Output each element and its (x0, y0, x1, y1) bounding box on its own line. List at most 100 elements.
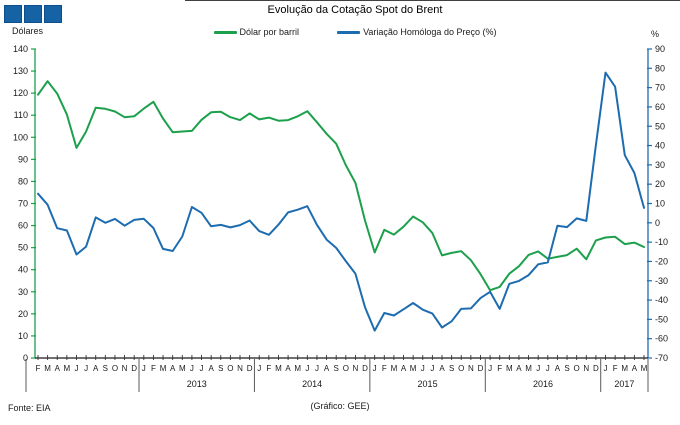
svg-text:M: M (525, 364, 532, 373)
svg-text:140: 140 (13, 44, 28, 54)
legend-line-blue-icon (337, 30, 361, 34)
svg-text:J: J (257, 364, 261, 373)
svg-text:80: 80 (18, 176, 28, 186)
svg-text:30: 30 (18, 287, 28, 297)
svg-text:A: A (208, 364, 214, 373)
svg-text:A: A (401, 364, 407, 373)
svg-text:J: J (546, 364, 550, 373)
svg-text:J: J (74, 364, 78, 373)
svg-text:M: M (391, 364, 398, 373)
svg-text:O: O (343, 364, 349, 373)
left-axis-title: Dólares (12, 26, 44, 36)
svg-text:N: N (237, 364, 243, 373)
variation-series-line (37, 71, 645, 332)
svg-text:100: 100 (13, 132, 28, 142)
svg-text:D: D (362, 364, 368, 373)
svg-text:N: N (353, 364, 359, 373)
svg-text:-60: -60 (655, 334, 668, 344)
svg-text:-10: -10 (655, 237, 668, 247)
svg-text:D: D (478, 364, 484, 373)
svg-text:110: 110 (14, 110, 28, 120)
logo (4, 5, 62, 23)
svg-text:130: 130 (13, 66, 28, 76)
svg-text:A: A (555, 364, 561, 373)
svg-text:A: A (55, 364, 61, 373)
right-axis: -70 -60 -50 -40 -30 -20 -10 0 10 20 30 40 50 60 70 80 90 (647, 44, 668, 363)
svg-text:M: M (410, 364, 417, 373)
svg-text:A: A (516, 364, 522, 373)
svg-text:F: F (266, 364, 271, 373)
svg-text:F: F (497, 364, 502, 373)
svg-text:90: 90 (18, 154, 28, 164)
svg-text:J: J (373, 364, 377, 373)
svg-text:-70: -70 (655, 353, 668, 363)
svg-text:20: 20 (18, 309, 28, 319)
chart-legend: Dólar por barril Variação Homóloga do Pr… (30, 27, 680, 37)
svg-text:80: 80 (655, 63, 665, 73)
svg-text:N: N (122, 364, 128, 373)
svg-text:D: D (247, 364, 253, 373)
svg-text:J: J (190, 364, 194, 373)
svg-text:10: 10 (18, 331, 28, 341)
svg-text:70: 70 (655, 83, 665, 93)
svg-text:S: S (218, 364, 223, 373)
svg-text:40: 40 (655, 141, 665, 151)
svg-text:30: 30 (655, 160, 665, 170)
svg-text:F: F (36, 364, 41, 373)
svg-text:S: S (103, 364, 108, 373)
svg-text:J: J (142, 364, 146, 373)
legend-label-price: Dólar por barril (239, 27, 300, 37)
svg-text:M: M (64, 364, 71, 373)
svg-text:S: S (334, 364, 339, 373)
left-axis: 0 10 20 30 40 50 60 70 80 90 100 110 120 130 140 (13, 44, 36, 363)
logo-square (44, 5, 62, 23)
svg-text:D: D (593, 364, 599, 373)
svg-text:J: J (315, 364, 319, 373)
price-series-line (37, 80, 645, 292)
svg-text:20: 20 (655, 179, 665, 189)
year-groups: 2013 2014 2015 2016 2017 (25, 359, 649, 392)
svg-text:J: J (84, 364, 88, 373)
legend-item-variation: Variação Homóloga do Preço (%) (337, 27, 496, 37)
svg-text:-20: -20 (655, 256, 668, 266)
svg-text:J: J (421, 364, 425, 373)
svg-text:60: 60 (655, 102, 665, 112)
legend-line-green-icon (213, 30, 237, 34)
svg-text:D: D (131, 364, 137, 373)
svg-text:M: M (160, 364, 167, 373)
svg-text:J: J (488, 364, 492, 373)
top-border-line (185, 0, 680, 1)
svg-text:2016: 2016 (533, 379, 553, 389)
svg-text:M: M (294, 364, 301, 373)
svg-text:A: A (285, 364, 291, 373)
svg-text:50: 50 (18, 243, 28, 253)
svg-text:0: 0 (655, 218, 660, 228)
svg-text:S: S (449, 364, 454, 373)
svg-text:N: N (468, 364, 474, 373)
svg-text:10: 10 (655, 199, 665, 209)
svg-text:2014: 2014 (302, 379, 322, 389)
svg-text:120: 120 (13, 88, 28, 98)
svg-text:M: M (275, 364, 282, 373)
logo-square (24, 5, 42, 23)
svg-text:J: J (305, 364, 309, 373)
credit-text: (Gráfico: GEE) (310, 401, 370, 411)
svg-text:2013: 2013 (187, 379, 207, 389)
svg-text:M: M (44, 364, 51, 373)
svg-text:90: 90 (655, 44, 665, 54)
svg-text:N: N (583, 364, 589, 373)
svg-text:M: M (506, 364, 513, 373)
legend-item-price: Dólar por barril (213, 27, 300, 37)
svg-text:A: A (170, 364, 176, 373)
svg-text:O: O (574, 364, 580, 373)
legend-label-variation: Variação Homóloga do Preço (%) (363, 27, 497, 37)
svg-text:40: 40 (18, 265, 28, 275)
svg-text:A: A (324, 364, 330, 373)
svg-text:A: A (632, 364, 638, 373)
svg-text:O: O (227, 364, 233, 373)
svg-text:M: M (641, 364, 648, 373)
svg-text:J: J (430, 364, 434, 373)
svg-text:-50: -50 (655, 314, 668, 324)
